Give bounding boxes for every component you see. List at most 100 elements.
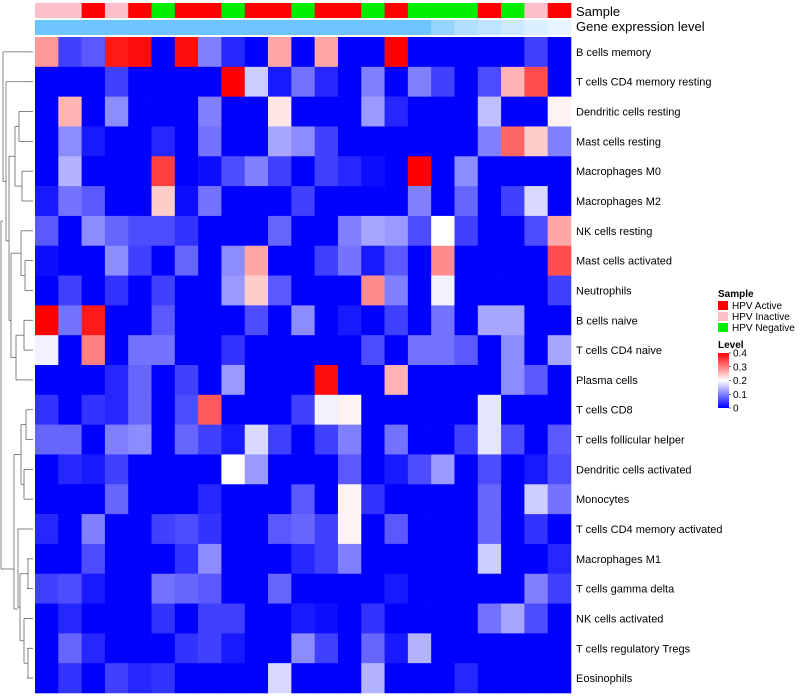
heatmap-cell — [198, 394, 222, 425]
heatmap-cell — [58, 394, 82, 425]
sample-annotation-cell — [35, 3, 59, 18]
heatmap-cell — [198, 514, 222, 545]
heatmap-cell — [198, 543, 222, 575]
heatmap-cell — [35, 37, 59, 68]
heatmap-cell — [198, 156, 222, 187]
heatmap-cell — [58, 514, 82, 545]
heatmap-cell — [244, 394, 269, 425]
heatmap-cell — [128, 514, 152, 545]
heatmap-cell — [477, 573, 502, 604]
heatmap-cell — [151, 156, 176, 187]
gene-expression-annotation-cell — [547, 20, 572, 35]
heatmap-cell — [407, 603, 432, 634]
heatmap-cell — [244, 126, 269, 157]
heatmap-cell — [477, 245, 502, 276]
heatmap-cell — [128, 663, 152, 694]
heatmap-cell — [128, 633, 152, 664]
heatmap-cell — [221, 215, 246, 247]
heatmap-cell — [221, 335, 246, 366]
heatmap-cell — [524, 96, 548, 127]
gene-expression-annotation-cell — [384, 20, 409, 35]
heatmap-cell — [81, 186, 106, 217]
heatmap-cell — [174, 156, 199, 187]
heatmap-cell — [454, 573, 479, 604]
heatmap-cell — [291, 633, 315, 664]
heatmap-cell — [174, 603, 199, 634]
heatmap-cell — [314, 245, 339, 276]
gene-expression-annotation-cell — [221, 20, 246, 35]
heatmap-cell — [524, 126, 548, 157]
heatmap-cell — [524, 365, 548, 396]
heatmap-cell — [314, 454, 339, 485]
heatmap-cell — [244, 365, 269, 396]
heatmap-cell — [151, 394, 176, 425]
heatmap-cell — [337, 275, 362, 306]
heatmap-cell — [81, 37, 106, 68]
heatmap-cell — [81, 96, 106, 127]
heatmap-cell — [35, 663, 59, 694]
sample-annotation-cell — [431, 3, 455, 18]
heatmap-cell — [361, 215, 385, 247]
heatmap-cell — [547, 37, 572, 68]
heatmap-cell — [221, 543, 246, 575]
row-dendrogram — [0, 51, 33, 679]
heatmap-cell — [547, 156, 572, 187]
heatmap-cell — [361, 66, 385, 97]
heatmap-cell — [477, 633, 502, 664]
heatmap-cell — [547, 424, 572, 455]
heatmap-cell — [477, 424, 502, 455]
heatmap-cell — [384, 245, 409, 276]
heatmap-cell — [268, 215, 292, 247]
heatmap-cell — [268, 96, 292, 127]
heatmap-cell — [58, 603, 82, 634]
heatmap-cell — [477, 484, 502, 515]
heatmap-cell — [384, 454, 409, 485]
heatmap-cell — [128, 394, 152, 425]
heatmap-cell — [477, 603, 502, 634]
heatmap-cell — [198, 96, 222, 127]
heatmap-cell — [547, 663, 572, 694]
heatmap-cell — [314, 543, 339, 575]
heatmap-cell — [291, 335, 315, 366]
sample-legend-label: HPV Inactive — [732, 312, 790, 323]
sample-annotation-cell — [337, 3, 362, 18]
heatmap-cell — [58, 126, 82, 157]
heatmap-cell — [104, 305, 129, 336]
heatmap-cell — [337, 126, 362, 157]
heatmap-cell — [477, 543, 502, 575]
heatmap-cell — [384, 126, 409, 157]
heatmap-cell — [524, 603, 548, 634]
heatmap-cell — [454, 335, 479, 366]
heatmap-cell — [384, 663, 409, 694]
heatmap-cell — [501, 275, 525, 306]
heatmap-cell — [151, 484, 176, 515]
heatmap-cell — [128, 156, 152, 187]
sample-legend-title: Sample — [718, 289, 754, 300]
heatmap-cell — [244, 633, 269, 664]
heatmap-cell — [128, 96, 152, 127]
row-label: Plasma cells — [576, 375, 638, 387]
gene-expression-annotation-cell — [151, 20, 176, 35]
heatmap-cell — [291, 215, 315, 247]
heatmap-cell — [128, 543, 152, 575]
heatmap-cell — [337, 603, 362, 634]
heatmap-cell — [454, 514, 479, 545]
heatmap-cell — [174, 633, 199, 664]
heatmap-cell — [174, 394, 199, 425]
heatmap-cell — [128, 215, 152, 247]
heatmap-cell — [407, 573, 432, 604]
heatmap-cell — [104, 603, 129, 634]
heatmap-cell — [128, 573, 152, 604]
heatmap-cell — [454, 245, 479, 276]
gene-expression-annotation-cell — [128, 20, 152, 35]
level-legend-tick-label: 0.4 — [733, 349, 747, 360]
gene-expression-annotation-cell — [268, 20, 292, 35]
heatmap-cell — [361, 424, 385, 455]
heatmap-cell — [198, 126, 222, 157]
heatmap-cell — [221, 514, 246, 545]
row-labels: B cells memory T cells CD4 memory resting… — [576, 47, 723, 685]
heatmap-cell — [431, 633, 455, 664]
heatmap-cell — [547, 245, 572, 276]
heatmap-cell — [151, 126, 176, 157]
